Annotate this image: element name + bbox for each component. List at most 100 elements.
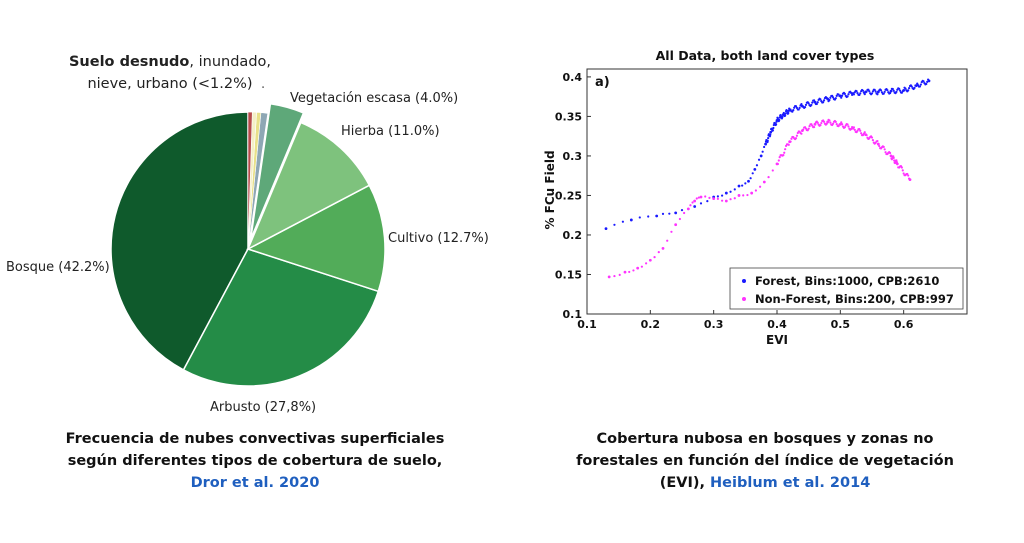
data-point	[822, 101, 825, 104]
data-point	[843, 126, 846, 129]
data-point	[712, 197, 716, 201]
data-point	[850, 91, 853, 95]
data-point	[895, 159, 898, 162]
data-point	[825, 122, 828, 125]
data-point	[802, 128, 805, 131]
data-point	[855, 90, 858, 93]
data-point	[825, 96, 828, 100]
data-point	[856, 91, 859, 95]
data-point	[901, 169, 904, 172]
scatter-xlabel: EVI	[766, 333, 788, 347]
data-point	[812, 99, 816, 102]
y-tick-label: 0.25	[555, 189, 582, 202]
data-point	[919, 83, 922, 86]
data-point	[834, 97, 837, 100]
data-point	[769, 133, 772, 136]
data-point	[797, 108, 800, 111]
data-point	[882, 92, 885, 95]
data-point	[841, 94, 844, 97]
data-point	[863, 93, 866, 96]
data-point	[790, 137, 793, 140]
data-point	[629, 218, 633, 222]
data-point	[693, 205, 697, 208]
data-point	[721, 199, 724, 202]
legend-marker-forest	[742, 279, 746, 283]
data-point	[859, 129, 862, 132]
data-point	[699, 195, 703, 199]
data-point	[794, 137, 798, 140]
y-tick-label: 0.3	[563, 150, 583, 163]
data-point	[870, 136, 874, 139]
data-point	[829, 121, 832, 124]
y-tick-label: 0.1	[563, 308, 583, 321]
data-point	[865, 90, 868, 93]
heiblum-citation-link[interactable]: Heiblum et al. 2014	[710, 475, 871, 491]
data-point	[829, 96, 832, 99]
scatter-chart: All Data, both land cover types a) 0.1 0.…	[543, 48, 968, 347]
pie-label-arbusto: Arbusto (27,8%)	[210, 400, 316, 415]
pie-label-vegetacion-escasa: Vegetación escasa (4.0%)	[290, 91, 458, 106]
data-point	[860, 132, 863, 135]
data-point	[668, 212, 671, 215]
data-point	[900, 166, 903, 169]
data-point	[784, 114, 787, 117]
data-point	[888, 91, 892, 95]
data-point	[831, 96, 835, 99]
data-point	[766, 139, 769, 142]
data-point	[795, 134, 799, 137]
pie-slice-arbusto	[182, 248, 380, 387]
data-point	[648, 258, 652, 262]
data-point	[691, 201, 694, 204]
data-point	[784, 112, 787, 115]
scatter-ylabel: % FCu Field	[543, 150, 557, 229]
data-point	[706, 200, 709, 203]
data-point	[883, 148, 886, 151]
data-point	[800, 102, 803, 106]
x-tick-label: 0.2	[641, 318, 661, 331]
data-point	[785, 109, 789, 112]
dror-citation-link[interactable]: Dror et al. 2020	[190, 475, 320, 491]
data-point	[674, 211, 678, 215]
data-point	[653, 255, 656, 259]
data-point	[850, 127, 853, 131]
data-point	[858, 127, 861, 131]
data-point	[901, 90, 904, 93]
data-point	[767, 137, 770, 140]
data-point	[655, 214, 659, 218]
data-point	[841, 123, 844, 126]
data-point	[729, 198, 732, 201]
data-point	[693, 199, 697, 203]
data-point	[808, 125, 811, 128]
data-point	[861, 89, 865, 92]
data-point	[847, 93, 850, 96]
data-point	[772, 126, 775, 130]
series-forest	[604, 78, 931, 231]
data-point	[794, 105, 798, 108]
data-point	[750, 191, 754, 195]
data-point	[657, 251, 660, 254]
pie-chart-panel: Bosque (42.2%) Arbusto (27,8%) Cultivo (12…	[6, 54, 489, 415]
data-point	[913, 86, 916, 89]
data-point	[787, 109, 790, 112]
data-point	[689, 204, 692, 207]
data-point	[764, 142, 767, 146]
data-point	[674, 223, 678, 227]
data-point	[868, 90, 871, 93]
data-point	[902, 172, 905, 175]
data-point	[816, 121, 819, 124]
data-point	[729, 190, 732, 193]
left-caption-line1: Frecuencia de nubes convectivas superfic…	[65, 431, 445, 447]
data-point	[888, 151, 892, 155]
data-point	[834, 120, 837, 124]
data-point	[762, 180, 766, 184]
data-point	[778, 118, 781, 122]
data-point	[907, 174, 910, 177]
data-point	[838, 94, 841, 98]
data-point	[850, 93, 854, 96]
data-point	[733, 197, 736, 200]
data-point	[892, 156, 895, 159]
data-point	[840, 121, 843, 124]
data-point	[798, 106, 801, 109]
data-point	[776, 162, 780, 166]
scatter-panel-label: a)	[595, 75, 610, 90]
